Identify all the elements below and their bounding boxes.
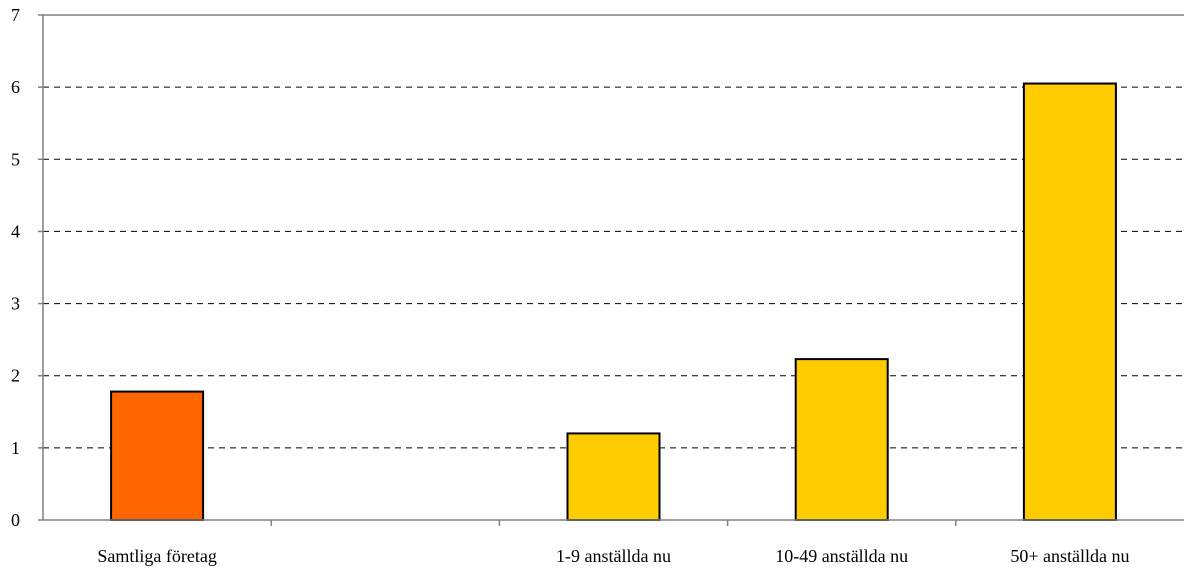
- y-tick-label-4: 4: [11, 221, 20, 241]
- y-tick-label-1: 1: [11, 438, 20, 458]
- y-tick-label-2: 2: [11, 366, 20, 386]
- bars: [110, 82, 1117, 522]
- x-category-labels: Samtliga företag 1-9 anställda nu 10-49 an…: [97, 546, 1129, 566]
- gridlines: [43, 14, 1184, 449]
- bar-3: [566, 432, 661, 521]
- bar-4: [794, 358, 889, 521]
- y-tick-label-5: 5: [11, 149, 20, 169]
- x-category-label-3: 1-9 anställda nu: [556, 546, 671, 566]
- x-category-label-1: Samtliga företag: [97, 546, 216, 566]
- bar-1: [110, 390, 205, 522]
- axes: [42, 14, 1184, 526]
- y-tick-label-6: 6: [11, 77, 20, 97]
- y-tick-labels: 0 1 2 3 4 5 6 7: [11, 5, 43, 530]
- x-category-label-5: 50+ anställda nu: [1010, 546, 1129, 566]
- y-tick-label-7: 7: [11, 5, 20, 25]
- y-tick-label-3: 3: [11, 294, 20, 314]
- x-category-label-4: 10-49 anställda nu: [775, 546, 908, 566]
- bar-5: [1022, 82, 1117, 522]
- y-tick-label-0: 0: [11, 510, 20, 530]
